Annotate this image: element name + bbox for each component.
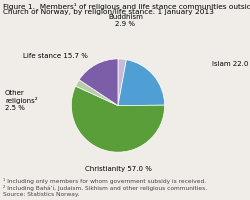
Text: Church of Norway, by religion/life stance. 1 January 2013: Church of Norway, by religion/life stanc… xyxy=(2,9,212,15)
Text: Islam 22.0 %: Islam 22.0 % xyxy=(211,61,250,67)
Text: Figure 1.  Members¹ of religious and life stance communities outside the: Figure 1. Members¹ of religious and life… xyxy=(2,3,250,10)
Wedge shape xyxy=(79,60,118,106)
Wedge shape xyxy=(75,80,118,106)
Text: ² Including Baháʼí, Judaism, Sikhism and other religious communities.: ² Including Baháʼí, Judaism, Sikhism and… xyxy=(2,184,206,190)
Wedge shape xyxy=(118,60,164,106)
Wedge shape xyxy=(71,87,164,152)
Text: ¹ Including only members for whom government subsidy is received.: ¹ Including only members for whom govern… xyxy=(2,177,205,183)
Text: Buddhism
2.9 %: Buddhism 2.9 % xyxy=(108,14,142,27)
Text: Other
religions²
2.5 %: Other religions² 2.5 % xyxy=(5,89,38,111)
Wedge shape xyxy=(118,60,126,106)
Text: Source: Statistics Norway.: Source: Statistics Norway. xyxy=(2,191,78,196)
Text: Life stance 15.7 %: Life stance 15.7 % xyxy=(22,53,87,59)
Text: Christianity 57.0 %: Christianity 57.0 % xyxy=(84,165,151,171)
